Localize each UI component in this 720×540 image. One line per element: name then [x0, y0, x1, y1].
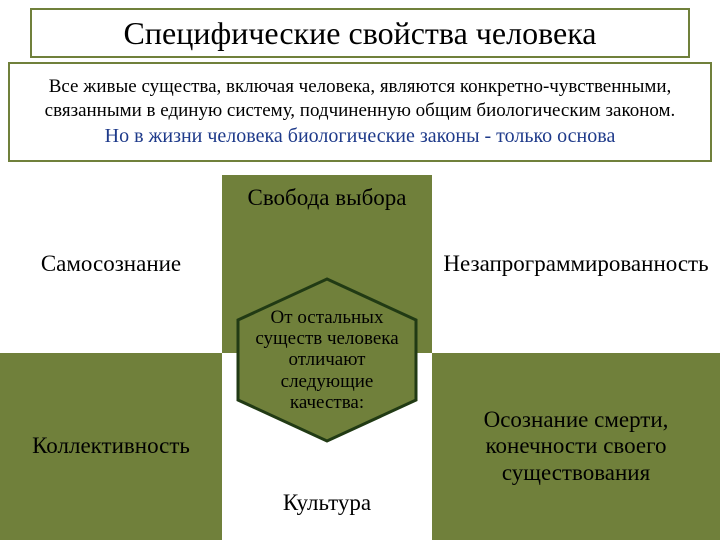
- cell-label: Культура: [283, 490, 371, 516]
- cell-label: Самосознание: [41, 251, 181, 277]
- cell-label: Незапрограммированность: [443, 251, 708, 277]
- cell-collectivity: Коллективность: [0, 353, 222, 540]
- title-box: Специфические свойства человека: [30, 8, 690, 58]
- intro-line-2: Но в жизни человека биологические законы…: [105, 124, 616, 149]
- intro-line-1: Все живые существа, включая человека, яв…: [16, 75, 704, 123]
- hexagon-text: От остальных существ человека отличают с…: [242, 289, 412, 431]
- slide: Специфические свойства человека Все живы…: [0, 0, 720, 540]
- cell-label: Коллективность: [32, 433, 190, 459]
- cell-unprogrammed: Незапрограммированность: [432, 175, 720, 353]
- cell-label: Свобода выбора: [248, 185, 407, 211]
- cell-label: Осознание смерти, конечности своего суще…: [438, 407, 714, 486]
- page-title: Специфические свойства человека: [124, 15, 597, 52]
- cell-self-awareness: Самосознание: [0, 175, 222, 353]
- hexagon-shape: От остальных существ человека отличают с…: [232, 275, 422, 445]
- hexagon-center: От остальных существ человека отличают с…: [232, 275, 422, 445]
- cell-mortality-awareness: Осознание смерти, конечности своего суще…: [432, 353, 720, 540]
- intro-box: Все живые существа, включая человека, яв…: [8, 62, 712, 162]
